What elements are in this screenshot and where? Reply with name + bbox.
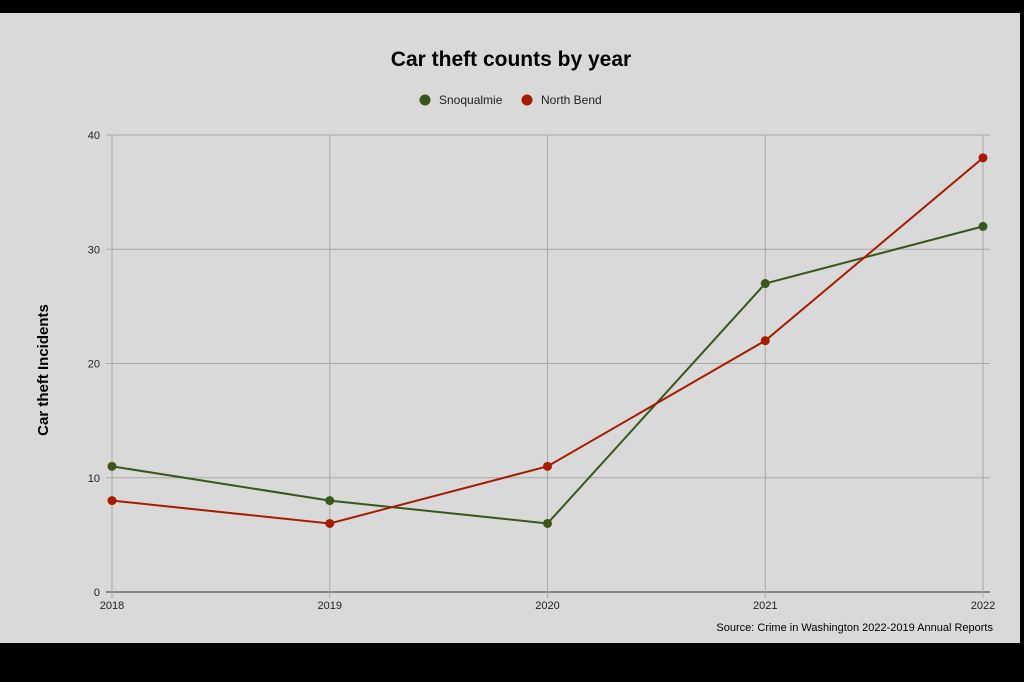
chart-panel <box>0 13 1020 643</box>
y-tick-label: 20 <box>88 359 100 371</box>
y-axis-label: Car theft Incidents <box>35 304 52 436</box>
x-tick-label: 2018 <box>100 600 124 612</box>
y-tick-label: 0 <box>94 587 100 599</box>
data-point-north-bend <box>760 336 770 346</box>
data-point-snoqualmie <box>760 279 770 289</box>
data-point-north-bend <box>107 496 117 506</box>
legend-marker-snoqualmie <box>419 94 431 106</box>
y-tick-label: 30 <box>88 244 100 256</box>
data-point-snoqualmie <box>107 461 117 471</box>
y-tick-label: 10 <box>88 473 100 485</box>
data-point-snoqualmie <box>543 518 552 528</box>
x-tick-label: 2022 <box>971 600 995 612</box>
legend-label-north-bend: North Bend <box>541 93 602 107</box>
legend-marker-north-bend <box>521 94 533 106</box>
data-point-north-bend <box>325 518 335 528</box>
legend: Snoqualmie North Bend <box>419 93 602 107</box>
chart-title: Car theft counts by year <box>391 48 631 71</box>
x-tick-label: 2021 <box>753 600 777 612</box>
data-point-north-bend <box>543 461 552 471</box>
x-tick-label: 2019 <box>318 600 342 612</box>
data-point-north-bend <box>978 153 988 163</box>
y-tick-label: 40 <box>88 130 100 142</box>
source-note: Source: Crime in Washington 2022-2019 An… <box>716 622 993 634</box>
data-point-snoqualmie <box>325 496 335 506</box>
legend-label-snoqualmie: Snoqualmie <box>439 93 503 107</box>
x-tick-label: 2020 <box>535 600 559 612</box>
data-point-snoqualmie <box>978 221 988 231</box>
